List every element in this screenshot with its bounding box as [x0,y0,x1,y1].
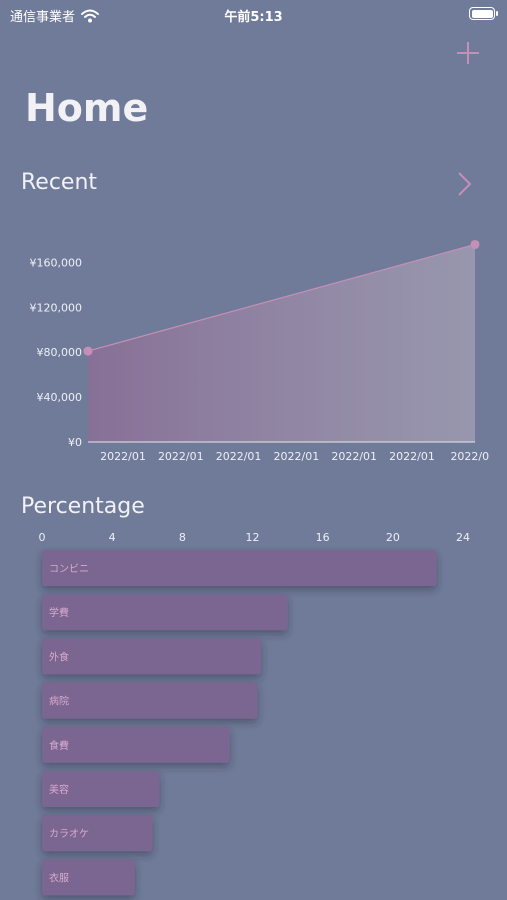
status-left: 通信事業者 [10,6,100,25]
y-tick-label: ¥0 [68,436,82,449]
x-tick-label: 2022/01 [216,450,262,463]
recent-line-chart: ¥0 ¥40,000 ¥80,000 ¥120,000 ¥160,000 2022/01 2… [30,239,489,463]
add-button[interactable] [453,38,483,68]
series-line [87,243,476,352]
y-tick-label: ¥80,000 [37,346,83,359]
bar-label: 学費 [49,606,69,619]
x-tick-label: 2022/01 [331,450,377,463]
bar [42,771,160,807]
data-point [470,239,480,249]
page-title: Home [25,86,149,130]
clock: 午前5:13 [224,10,283,25]
bar [42,550,437,586]
x-tick-label: 4 [109,531,116,544]
x-tick-label: 2022/01 [389,450,435,463]
y-tick-label: ¥40,000 [37,391,83,404]
bar [42,682,258,719]
x-tick-label: 8 [179,531,186,544]
battery-icon [469,7,498,20]
bar [42,594,288,631]
x-tick-label: 2022/01 [274,450,320,463]
bar-label: 病院 [49,695,69,708]
carrier-label: 通信事業者 [10,10,76,25]
x-tick-label: 2022/01 [100,450,146,463]
bar-label: 食費 [49,739,69,752]
chevron-right-icon [458,172,472,196]
x-tick-label: 20 [386,531,400,544]
bar [42,726,230,763]
x-tick-label: 24 [456,531,470,544]
percentage-section-title: Percentage [21,494,145,519]
bar [42,815,153,852]
x-tick-label: 0 [39,531,46,544]
bar-label: 衣服 [49,871,69,884]
bar [42,859,135,896]
recent-section-title: Recent [21,170,98,195]
area-fill [88,244,475,442]
x-tick-label: 2022/0 [450,450,489,463]
wifi-icon [81,9,100,22]
bar-label: 外食 [49,650,69,663]
x-tick-label: 16 [316,531,330,544]
recent-detail-button[interactable] [455,170,475,198]
y-tick-label: ¥160,000 [30,256,83,269]
data-point [83,346,93,356]
x-tick-label: 2022/01 [158,450,204,463]
bar [42,638,262,675]
y-tick-label: ¥120,000 [30,301,83,314]
x-tick-label: 12 [246,531,260,544]
plus-icon [457,42,479,64]
bar-label: コンビニ [49,563,89,575]
bar-label: 美容 [49,783,69,796]
status-bar: 通信事業者 午前5:13 [0,0,507,30]
bar-label: カラオケ [49,828,89,840]
